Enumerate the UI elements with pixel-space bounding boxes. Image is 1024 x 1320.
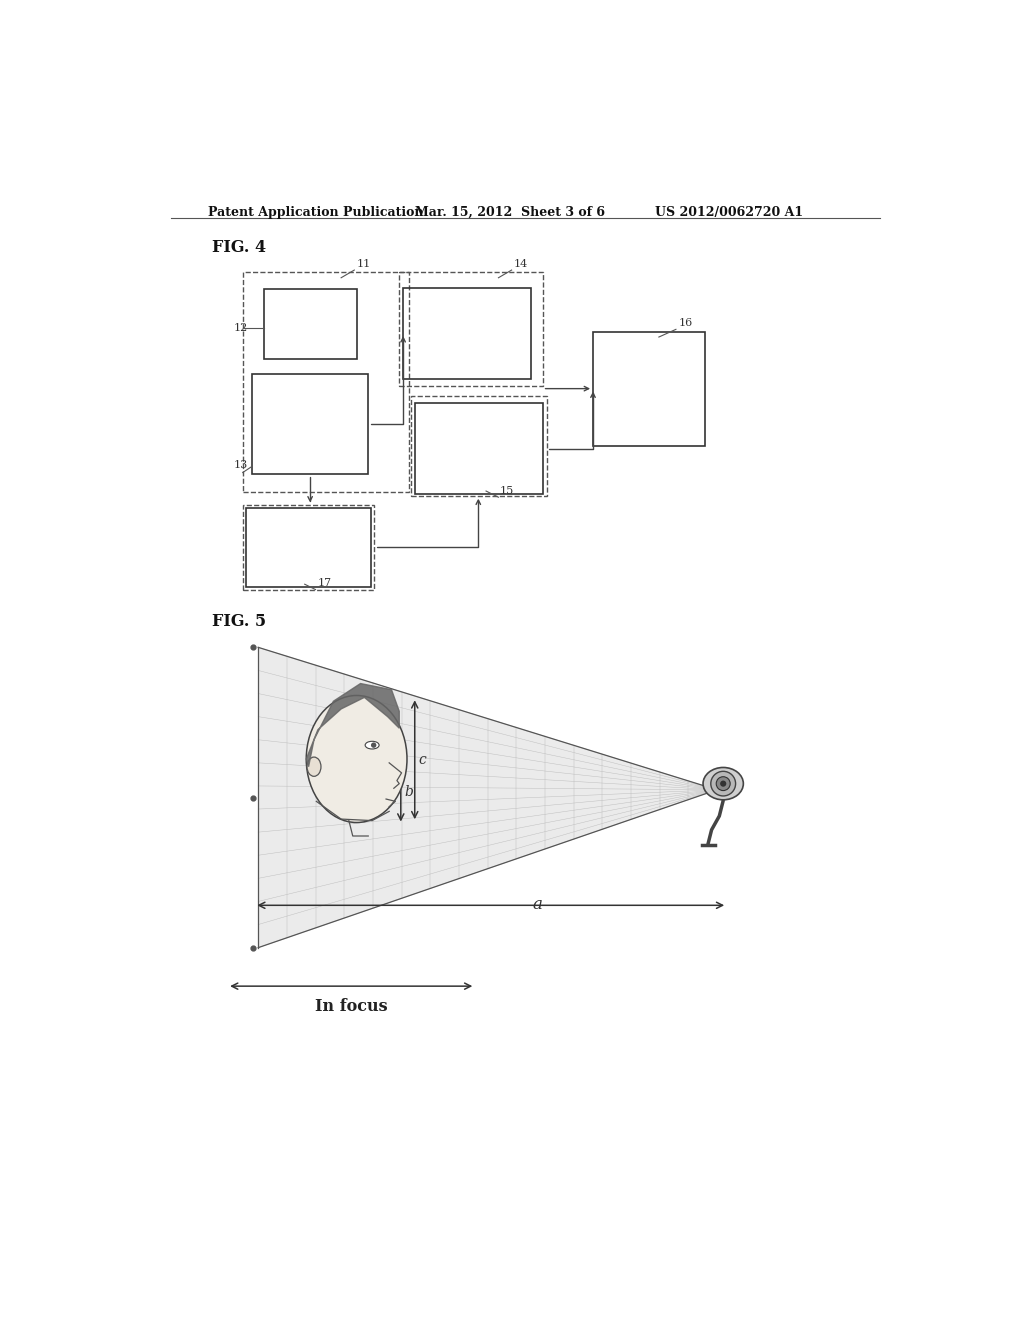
Text: US 2012/0062720 A1: US 2012/0062720 A1: [655, 206, 803, 219]
Text: FIG. 4: FIG. 4: [212, 239, 266, 256]
Ellipse shape: [306, 696, 407, 822]
Bar: [399, 272, 543, 387]
Text: Patent Application Publication: Patent Application Publication: [208, 206, 423, 219]
Text: 14: 14: [514, 259, 528, 268]
Bar: [263, 289, 356, 359]
Text: Mar. 15, 2012  Sheet 3 of 6: Mar. 15, 2012 Sheet 3 of 6: [415, 206, 605, 219]
Bar: [415, 404, 543, 494]
Text: 17: 17: [317, 578, 332, 589]
Text: b: b: [404, 784, 414, 799]
Bar: [246, 508, 372, 586]
Text: 11: 11: [356, 259, 371, 268]
Bar: [243, 272, 410, 492]
Bar: [252, 374, 369, 474]
Text: c: c: [419, 752, 426, 767]
Text: 16: 16: [678, 318, 692, 327]
Ellipse shape: [720, 780, 726, 787]
Text: FIG. 5: FIG. 5: [212, 612, 266, 630]
Ellipse shape: [711, 771, 735, 796]
Bar: [411, 396, 547, 496]
Polygon shape: [306, 684, 399, 767]
Ellipse shape: [307, 758, 321, 776]
Ellipse shape: [366, 742, 379, 748]
Text: 13: 13: [233, 461, 248, 470]
Text: a: a: [532, 896, 542, 913]
Text: 12: 12: [233, 323, 248, 333]
Bar: [593, 331, 706, 446]
Ellipse shape: [716, 776, 730, 791]
Ellipse shape: [371, 742, 377, 748]
Text: 15: 15: [500, 486, 514, 496]
Bar: [243, 506, 375, 590]
Text: In focus: In focus: [315, 998, 387, 1015]
Bar: [403, 288, 531, 379]
Ellipse shape: [703, 767, 743, 800]
Polygon shape: [258, 647, 717, 948]
